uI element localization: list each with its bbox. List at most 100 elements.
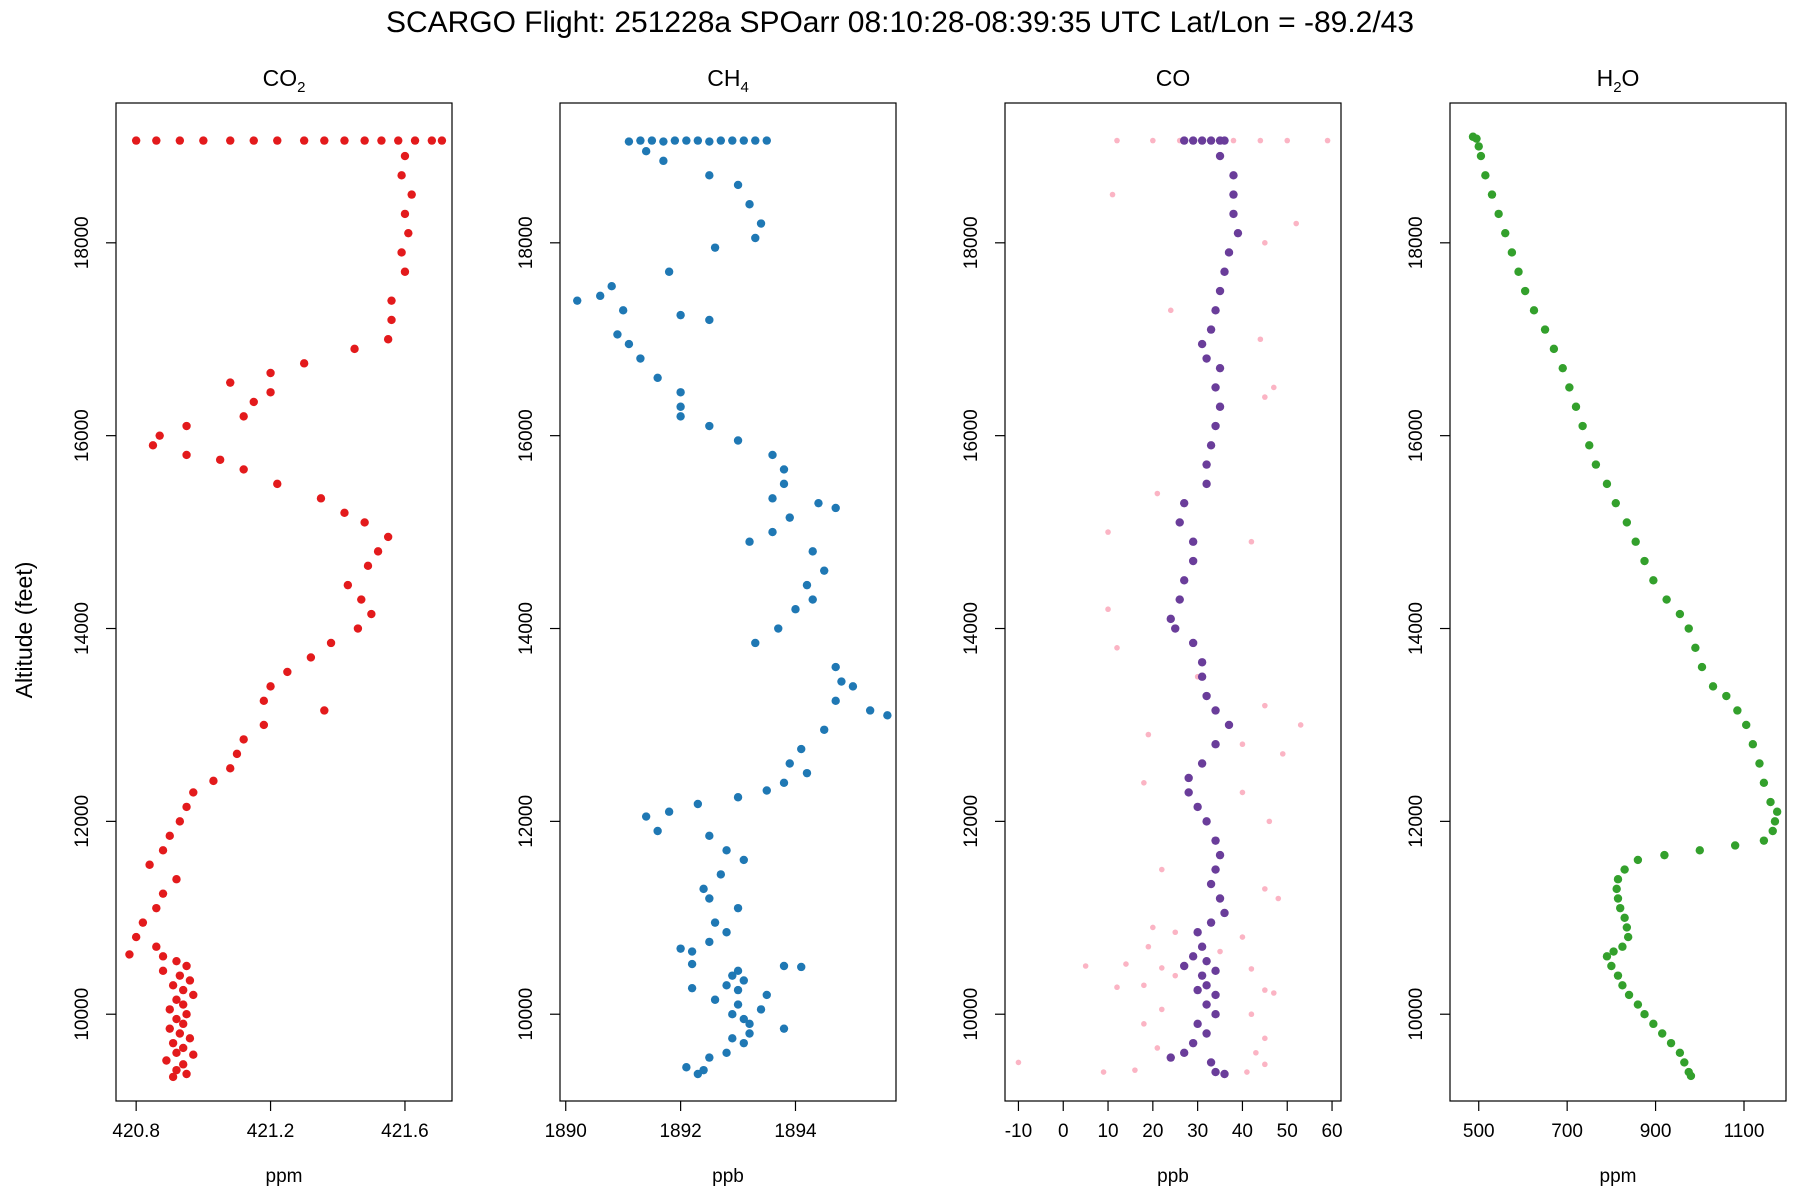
y-tick-label: 10000 <box>961 988 982 1041</box>
y-tick-label: 18000 <box>961 216 982 269</box>
x-axis-label: ppb <box>1157 1166 1189 1187</box>
data-point <box>152 903 161 913</box>
data-point <box>722 846 731 855</box>
data-point <box>751 233 760 243</box>
data-point <box>1275 895 1282 902</box>
data-point <box>1150 137 1156 144</box>
data-point <box>1180 576 1189 585</box>
data-point <box>1257 336 1264 343</box>
data-point <box>1184 773 1193 783</box>
data-point <box>1202 460 1211 469</box>
data-point <box>1188 638 1198 648</box>
data-point <box>1640 556 1649 566</box>
data-point <box>573 296 582 305</box>
data-point <box>733 985 743 995</box>
plot-frame <box>1449 102 1787 1102</box>
data-point <box>1622 518 1632 527</box>
data-point <box>739 1038 748 1048</box>
data-point <box>624 137 634 146</box>
data-point <box>808 595 817 604</box>
data-point <box>1253 1049 1259 1056</box>
data-point <box>1768 826 1777 836</box>
data-point <box>397 248 406 257</box>
data-point <box>158 952 168 961</box>
data-point <box>273 136 282 145</box>
data-point <box>848 682 858 691</box>
data-point <box>1114 137 1120 144</box>
data-point <box>722 1048 731 1057</box>
data-point <box>659 156 668 166</box>
data-point <box>1159 866 1165 873</box>
data-point <box>1695 846 1704 855</box>
data-point <box>1239 789 1246 796</box>
data-point <box>1197 672 1207 681</box>
data-point <box>1271 384 1277 391</box>
data-point <box>1145 943 1152 950</box>
data-point <box>676 388 685 397</box>
series-CH4 <box>573 136 892 1079</box>
data-point <box>209 776 218 786</box>
data-point <box>1211 1067 1220 1077</box>
x-tick-label: 40 <box>1232 1121 1253 1142</box>
data-point <box>182 450 191 460</box>
data-point <box>618 306 628 315</box>
data-point <box>676 412 685 421</box>
data-point <box>1293 220 1299 227</box>
data-point <box>1297 722 1304 728</box>
x-tick-label: 1100 <box>1724 1121 1765 1142</box>
y-tick-label: 10000 <box>1406 988 1427 1041</box>
data-point <box>1262 394 1268 400</box>
data-point <box>1206 136 1216 145</box>
data-point <box>653 826 662 836</box>
data-point <box>1145 731 1152 738</box>
data-point <box>172 875 181 884</box>
data-point <box>148 441 158 450</box>
data-point <box>756 1005 766 1014</box>
data-point <box>373 547 383 556</box>
data-point <box>172 956 181 966</box>
data-point <box>831 503 840 513</box>
y-tick-label: 10000 <box>72 988 93 1041</box>
x-tick-label: 900 <box>1640 1121 1672 1142</box>
data-point <box>676 944 685 953</box>
data-point <box>316 494 326 503</box>
data-point <box>1100 1069 1107 1075</box>
data-point <box>768 494 777 503</box>
data-point <box>1558 363 1567 373</box>
data-point <box>596 291 605 301</box>
figure-title: SCARGO Flight: 251228a SPOarr 08:10:28-0… <box>386 6 1414 39</box>
data-point <box>716 136 726 145</box>
data-point <box>751 136 760 145</box>
y-tick-label: 12000 <box>72 795 93 848</box>
data-point <box>1211 836 1220 845</box>
panel-title-main: H <box>1597 65 1614 91</box>
data-point <box>768 527 777 537</box>
data-point <box>1529 306 1539 315</box>
data-point <box>739 976 748 985</box>
data-point <box>1616 903 1625 913</box>
data-point <box>1154 490 1161 497</box>
panel-title-subscript: 2 <box>1613 79 1621 96</box>
data-point <box>636 354 645 363</box>
data-point <box>739 855 748 865</box>
data-point <box>1154 1045 1161 1051</box>
data-point <box>705 137 714 146</box>
data-point <box>226 378 235 387</box>
panel-title-subscript: 2 <box>297 79 305 96</box>
data-point <box>1680 1058 1689 1067</box>
data-point <box>1109 191 1116 198</box>
data-point <box>1611 498 1620 508</box>
data-point <box>1193 1019 1202 1029</box>
data-point <box>739 1014 748 1024</box>
data-point <box>172 1014 181 1024</box>
data-point <box>785 759 794 768</box>
x-tick-label: -10 <box>1005 1121 1032 1142</box>
data-point <box>1686 1071 1696 1081</box>
data-point <box>350 344 359 354</box>
data-point <box>1206 918 1216 927</box>
data-point <box>1248 538 1255 545</box>
data-point <box>1180 498 1189 508</box>
data-point <box>1105 529 1111 535</box>
data-point <box>1211 865 1220 874</box>
data-point <box>387 315 396 325</box>
